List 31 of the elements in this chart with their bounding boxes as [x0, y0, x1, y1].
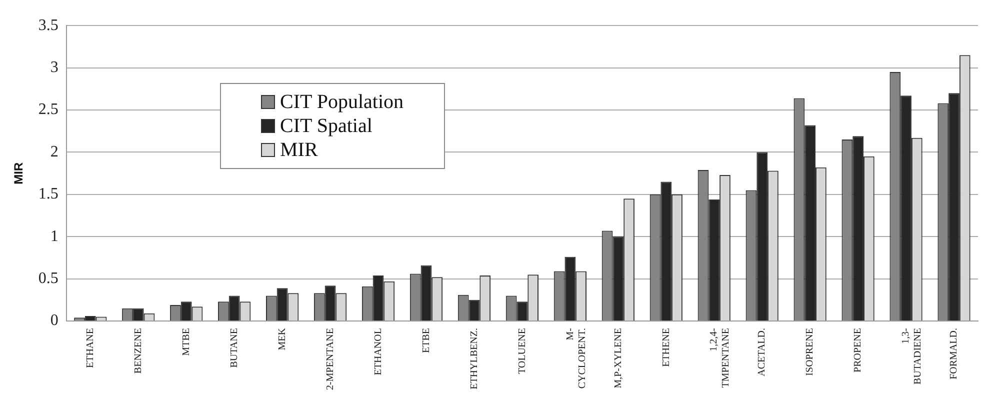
x-tick-label: FORMALD. — [948, 328, 960, 380]
x-tick-label: ETHENE — [660, 328, 672, 367]
x-tick-label: ETBE — [420, 328, 432, 354]
legend-label: CIT Population — [280, 90, 404, 114]
y-tick-label: 3.5 — [38, 16, 58, 34]
x-tick-label: ETHANE — [85, 328, 96, 368]
y-tick-label: 2 — [50, 143, 58, 160]
x-tick-label: M,P-XYLENE — [612, 328, 624, 388]
legend-label: CIT Spatial — [280, 114, 372, 138]
x-tick-label: TOLUENE — [516, 328, 528, 374]
x-tick-label: ACETALD. — [756, 328, 768, 376]
y-tick-label: 3 — [50, 59, 58, 76]
y-tick-label: 1 — [50, 228, 58, 245]
x-tick-label: MEK — [276, 327, 288, 350]
x-tick-label: ETHYLBENZ. — [468, 328, 480, 390]
x-tick-label: MTBE — [180, 328, 192, 356]
x-tick-label: M- CYCLOPENT. — [564, 328, 588, 389]
y-tick-label: 0.5 — [38, 270, 58, 288]
y-axis-title: MIR — [12, 162, 26, 184]
x-tick-label: PROPENE — [852, 328, 864, 372]
x-tick-label: 1,3- BUTADIENE — [900, 328, 924, 384]
legend-label: MIR — [280, 138, 318, 162]
x-tick-label: BENZENE — [132, 328, 144, 374]
x-tick-label: 1,2,4- TMPENTANE — [708, 328, 732, 388]
y-tick-label: 0 — [50, 312, 58, 330]
x-tick-label: ETHANOL — [372, 328, 384, 376]
x-tick-label: BUTANE — [228, 328, 240, 368]
y-tick-label: 1.5 — [38, 186, 58, 203]
x-tick-label: 2-MPENTANE — [324, 328, 336, 390]
x-tick-label: ISOPRENE — [804, 328, 816, 376]
y-tick-label: 2.5 — [38, 101, 58, 118]
